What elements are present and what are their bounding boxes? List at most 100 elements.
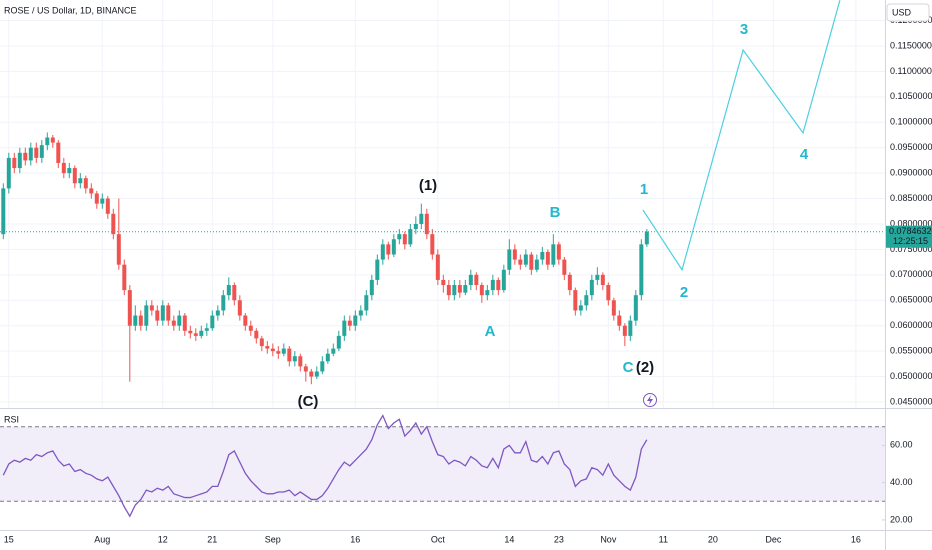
wave-label: C <box>623 359 634 376</box>
wave-label: 1 <box>640 181 648 198</box>
candle-body <box>133 315 138 326</box>
candle-body <box>617 315 622 326</box>
candle-body <box>485 290 490 296</box>
candle-body <box>353 315 358 326</box>
candle-body <box>452 285 457 296</box>
candle-body <box>127 290 132 326</box>
candle-body <box>303 366 308 372</box>
rsi-title: RSI <box>4 414 19 424</box>
countdown-label: 12:25:15 <box>893 236 928 246</box>
candle-body <box>1 188 6 235</box>
candle-body <box>375 259 380 280</box>
candle-body <box>358 310 363 316</box>
candle-body <box>105 198 110 214</box>
wave-label: (1) <box>419 177 437 194</box>
candle-body <box>6 157 11 189</box>
candle-body <box>424 213 429 235</box>
time-tick-label: 12 <box>158 534 168 544</box>
candle-body <box>243 315 248 326</box>
time-tick-label: 11 <box>659 534 668 544</box>
candle-body <box>364 295 369 311</box>
candle-body <box>430 234 435 255</box>
candle-body <box>56 142 61 163</box>
candle-body <box>457 285 462 293</box>
wave-label: 2 <box>680 284 688 301</box>
candle-body <box>298 356 303 367</box>
time-tick-label: 14 <box>504 534 514 544</box>
candle-body <box>17 152 22 169</box>
candle-body <box>314 371 319 377</box>
candle-body <box>435 254 440 280</box>
candle-body <box>210 315 215 329</box>
candle-body <box>116 234 121 265</box>
candle-body <box>94 193 99 204</box>
candle-body <box>23 152 28 161</box>
candle-body <box>474 274 479 286</box>
candle-body <box>226 285 231 296</box>
candle-body <box>171 320 176 326</box>
currency-label[interactable]: USD <box>892 7 912 17</box>
candle-body <box>600 274 605 286</box>
currency-button[interactable] <box>886 3 930 22</box>
time-tick-label: 16 <box>851 534 861 544</box>
candle-body <box>562 259 567 275</box>
candle-body <box>567 274 572 291</box>
time-tick-label: Nov <box>600 534 617 544</box>
time-tick-label: 23 <box>554 534 564 544</box>
candle-body <box>397 234 402 240</box>
candle-body <box>193 333 198 336</box>
candle-body <box>518 259 523 265</box>
candle-body <box>573 290 578 311</box>
candle-body <box>413 223 418 230</box>
candle-body <box>28 147 33 161</box>
candle-body <box>265 346 270 349</box>
candle-body <box>100 198 105 204</box>
candle-body <box>589 279 594 296</box>
candle-body <box>138 315 143 326</box>
candle-body <box>391 239 396 255</box>
time-tick-label: Aug <box>94 534 110 544</box>
candle-body <box>122 264 127 291</box>
candle-body <box>496 279 501 291</box>
candle-body <box>606 285 611 301</box>
candle-body <box>633 295 638 321</box>
candle-body <box>215 310 220 316</box>
candle-body <box>199 330 204 336</box>
candle-body <box>595 274 600 280</box>
candle-body <box>149 305 154 311</box>
candle-body <box>628 320 633 336</box>
candle-body <box>254 330 259 339</box>
candle-body <box>89 188 94 194</box>
candle-body <box>639 244 644 296</box>
candle-body <box>551 244 556 265</box>
candle-body <box>584 295 589 306</box>
candle-body <box>188 330 193 334</box>
candle-body <box>523 254 528 265</box>
candle-body <box>248 325 253 331</box>
candle-body <box>39 145 44 158</box>
candle-body <box>237 300 242 316</box>
candle-body <box>166 305 171 321</box>
candle-body <box>611 300 616 316</box>
candle-body <box>259 338 264 347</box>
wave-label: (2) <box>636 359 654 376</box>
candle-body <box>490 279 495 291</box>
time-tick-label: Sep <box>265 534 281 544</box>
rsi-tick-label: 40.00 <box>890 477 913 487</box>
candle-body <box>479 285 484 296</box>
time-tick-label: 20 <box>708 534 718 544</box>
candle-body <box>221 295 226 311</box>
time-tick-label: 16 <box>350 534 360 544</box>
event-bolt <box>647 395 653 405</box>
candle-body <box>369 279 374 296</box>
candle-body <box>534 259 539 270</box>
